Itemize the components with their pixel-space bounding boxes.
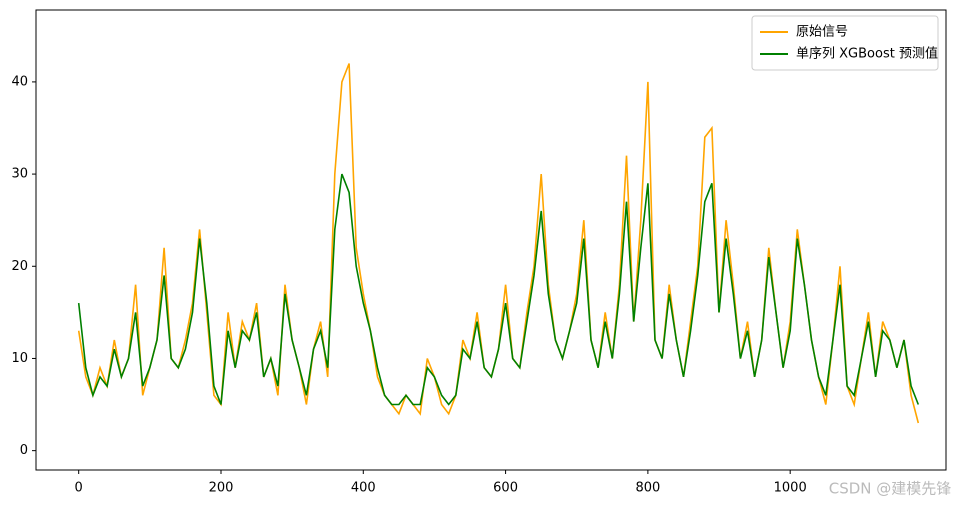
y-tick-label: 20 — [11, 259, 28, 274]
series-line — [77, 63, 920, 424]
watermark: CSDN @建模先锋 — [829, 480, 952, 498]
x-tick-label: 1000 — [774, 481, 807, 496]
y-tick-label: 30 — [11, 167, 28, 182]
x-tick-label: 600 — [493, 481, 518, 496]
legend-label: 单序列 XGBoost 预测值 — [796, 46, 938, 62]
x-tick-label: 200 — [209, 481, 234, 496]
x-tick-label: 800 — [635, 481, 660, 496]
x-tick-label: 0 — [75, 481, 83, 496]
y-tick-label: 0 — [20, 443, 28, 458]
lines — [77, 63, 920, 424]
x-tick-label: 400 — [351, 481, 376, 496]
legend-label: 原始信号 — [796, 25, 848, 40]
y-tick-label: 10 — [11, 351, 28, 366]
y-tick-label: 40 — [11, 74, 28, 89]
series-line — [77, 173, 920, 406]
plot-frame — [35, 9, 947, 471]
legend-box — [751, 15, 939, 71]
